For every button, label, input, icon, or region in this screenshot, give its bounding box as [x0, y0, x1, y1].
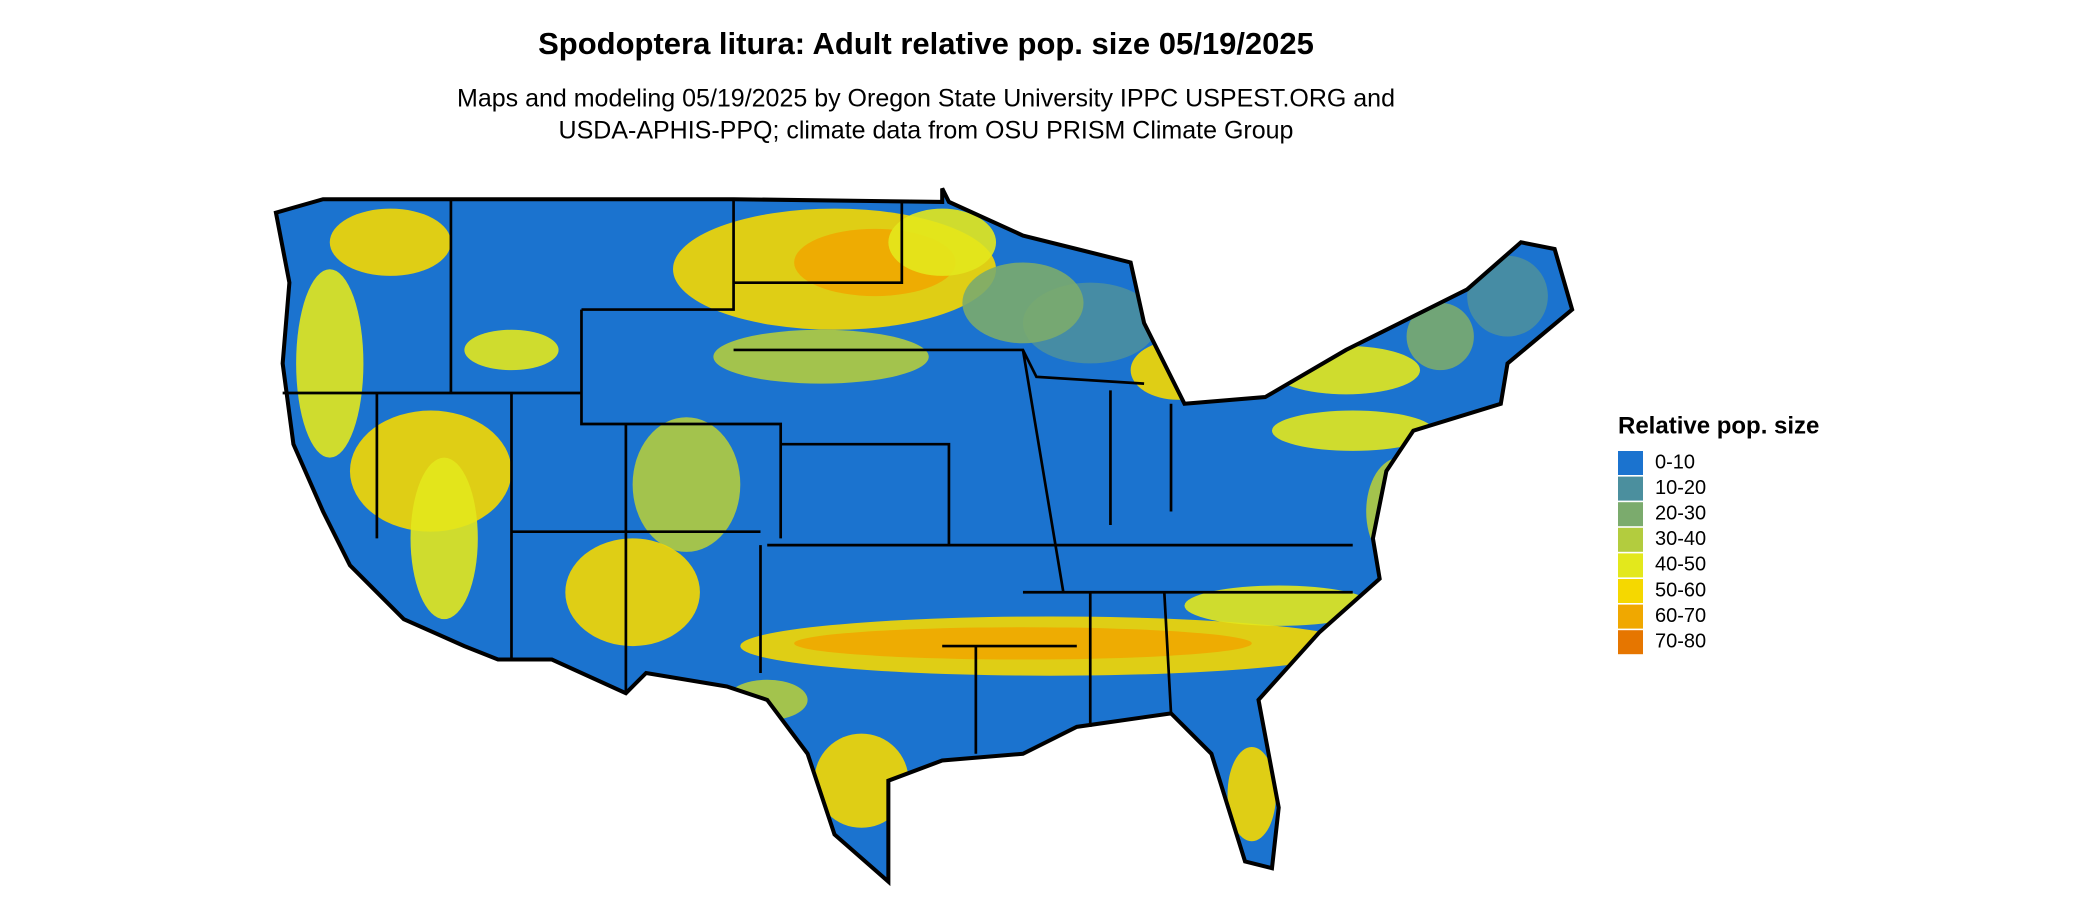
pop-patch — [1227, 747, 1277, 842]
legend-title: Relative pop. size — [1618, 412, 1819, 439]
pop-patch — [713, 329, 929, 384]
legend-label: 10-20 — [1655, 477, 1706, 499]
legend-swatch — [1618, 527, 1643, 552]
legend-label: 20-30 — [1655, 502, 1706, 524]
map-title: Spodoptera litura: Adult relative pop. s… — [538, 26, 1314, 61]
pop-patch — [1184, 585, 1373, 626]
map-subtitle: Maps and modeling 05/19/2025 by Oregon S… — [457, 85, 1395, 113]
legend-swatch — [1618, 630, 1643, 655]
legend-label: 30-40 — [1655, 528, 1706, 550]
legend-swatch — [1618, 553, 1643, 578]
pop-patch — [888, 208, 997, 276]
pop-patch — [1271, 410, 1434, 451]
pop-patch — [1271, 345, 1421, 395]
pop-patch — [329, 208, 451, 276]
legend-label: 50-60 — [1655, 579, 1706, 601]
legend-swatch — [1618, 502, 1643, 527]
legend-label: 0-10 — [1655, 451, 1695, 473]
pop-patch — [814, 733, 909, 828]
pop-patch — [296, 269, 364, 458]
pop-patch — [962, 262, 1084, 344]
legend-swatch — [1618, 476, 1643, 501]
legend-swatch — [1618, 579, 1643, 603]
pop-patch — [632, 417, 741, 552]
legend-swatch — [1618, 604, 1643, 629]
pop-patch — [794, 627, 1252, 660]
legend-label: 70-80 — [1655, 630, 1706, 652]
legend-label: 40-50 — [1655, 554, 1706, 576]
pop-patch — [464, 329, 559, 371]
pop-patch — [410, 457, 478, 620]
pop-patch — [1406, 302, 1474, 371]
legend-swatch — [1618, 451, 1643, 475]
legend-label: 60-70 — [1655, 605, 1706, 627]
state-borders — [273, 187, 1575, 887]
pop-patch — [1467, 255, 1548, 337]
map-subtitle: USDA-APHIS-PPQ; climate data from OSU PR… — [559, 117, 1294, 145]
pop-patch — [565, 538, 700, 647]
legend: 0-10 10-20 20-30 30-40 40-50 50-60 60-70 70-80 — [1618, 451, 1706, 655]
